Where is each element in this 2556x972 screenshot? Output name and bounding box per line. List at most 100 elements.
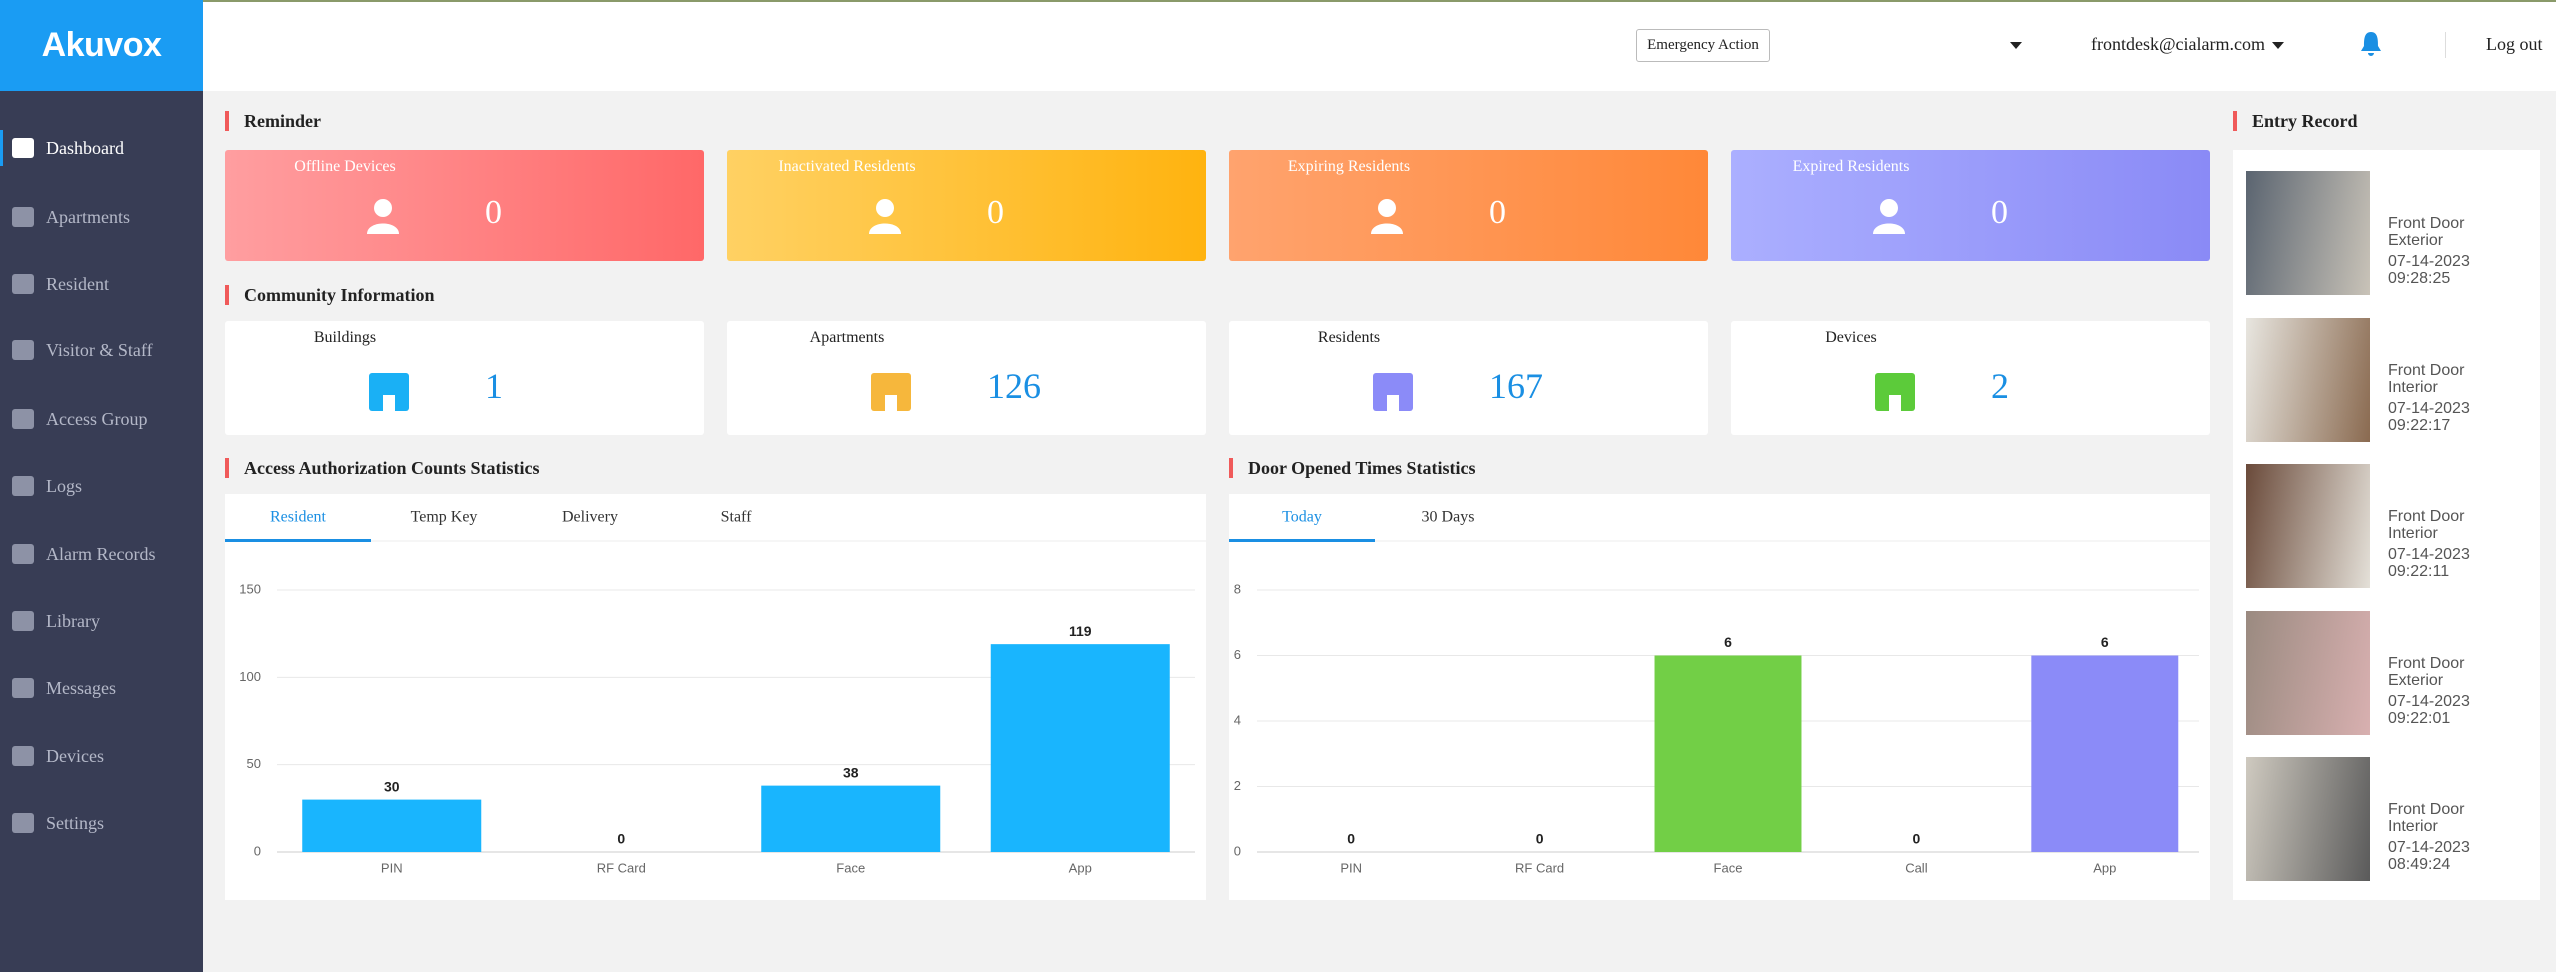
menu-icon [12,611,34,631]
logout[interactable]: Log out [2486,34,2543,54]
y-tick-label: 100 [239,669,261,684]
reminder-card: Inactivated Residents 0 [727,150,1206,261]
reminder-card: Expiring Residents 0 [1229,150,1708,261]
menu-label: Visitor & Staff [46,339,153,360]
menu-item[interactable]: Library [0,601,203,641]
icon-part [367,223,399,234]
menu-label: Resident [46,273,109,294]
y-tick-label: 0 [254,843,261,858]
entry-time: 08:49:24 [2388,856,2451,873]
entry-text: Front Door Interior 07-14-2023 08:49:24 [2388,801,2498,873]
tab-underline [225,539,371,542]
card-icon [369,373,409,411]
menu-label: Alarm Records [46,543,156,564]
menu-item[interactable]: Resident [0,264,203,304]
x-tick-label: Face [1714,860,1743,875]
icon-part [869,223,901,234]
data-label: 0 [1536,831,1544,847]
user-menu[interactable]: frontdesk@cialarm.com [2091,34,2266,54]
tab[interactable]: Delivery [562,509,618,526]
entry-panel: Front Door Exterior 07-14-2023 09:28:25 Fro… [2233,150,2540,900]
menu-item[interactable]: Access Group [0,399,203,439]
section-title: Community Information [225,285,435,305]
menu-item[interactable]: Logs [0,466,203,506]
entry-image [2246,610,2370,735]
entry-text: Front Door Interior 07-14-2023 09:22:11 [2388,508,2498,580]
menu-item[interactable]: Settings [0,803,203,843]
y-tick-label: 0 [1234,843,1241,858]
x-tick-label: PIN [1340,860,1362,875]
menu-item[interactable]: Devices [0,736,203,776]
entry-text: Front Door Exterior 07-14-2023 09:22:01 [2388,655,2498,727]
entry-time: 09:28:25 [2388,270,2451,287]
menu-label: Access Group [46,408,148,429]
entry[interactable]: Front Door Interior 07-14-2023 09:22:17 [2246,317,2536,442]
icon-part [374,199,392,217]
x-tick-label: App [2093,860,2116,875]
tab[interactable]: Today [1282,509,1322,526]
icon-part [1387,395,1399,411]
menu-label: Apartments [46,206,130,227]
menu-item[interactable]: Messages [0,668,203,708]
menu-icon [12,138,34,158]
section-title: Entry Record [2233,111,2357,131]
icon-part [871,373,911,411]
icon-part [369,373,409,411]
dropdown-caret[interactable] [2010,42,2022,49]
card-icon [367,199,399,234]
menu-item[interactable]: Visitor & Staff [0,330,203,370]
x-tick-label: Call [1905,860,1928,875]
entry[interactable]: Front Door Interior 07-14-2023 09:22:11 [2246,464,2536,588]
community-card: Buildings 1 [225,321,704,435]
entry-image [2246,317,2370,442]
entry-location: Front Door Exterior [2388,654,2465,689]
y-tick-label: 4 [1234,712,1241,727]
menu-item[interactable]: Dashboard [0,128,203,168]
data-label: 0 [617,831,625,847]
reminder-card: Expired Residents 0 [1731,150,2210,261]
icon-part [1378,199,1396,217]
entry-time: 09:22:01 [2388,709,2451,727]
tab[interactable]: Staff [721,509,752,526]
bar [2031,655,2179,852]
menu-icon [12,207,34,227]
icon-part [885,395,897,411]
chart: Resident Temp Key Delivery Staff 0 50 100 150 PI… [225,509,1206,875]
menu-icon [12,813,34,833]
entry-image [2246,171,2370,295]
x-tick-label: RF Card [1515,860,1564,875]
logo[interactable]: Akuvox [0,0,203,91]
card-value: 0 [987,194,1004,231]
bar [1654,655,1802,852]
tab[interactable]: 30 Days [1422,509,1475,526]
user-caret[interactable] [2272,42,2284,49]
card-value: 0 [485,194,502,231]
menu-item[interactable]: Alarm Records [0,534,203,574]
emergency-button[interactable]: Emergency Action [1636,29,1770,62]
card-label: Buildings [313,329,377,346]
entry[interactable]: Front Door Exterior 07-14-2023 09:28:25 [2246,171,2536,295]
card-icon [1875,373,1915,411]
entry[interactable]: Front Door Exterior 07-14-2023 09:22:01 [2246,610,2536,735]
entry-time: 09:22:17 [2388,416,2451,434]
entry-time: 09:22:11 [2388,563,2450,580]
tab-underline [1229,539,1375,542]
tab[interactable]: Temp Key [411,509,478,526]
chart-panel: Today 30 Days 0 2 4 6 8 PIN 0 RF Card 0 Face 6 Call 0 A… [1229,494,2210,900]
icon-part [1371,223,1403,234]
menu-label: Settings [46,812,105,833]
menu-item[interactable]: Apartments [0,197,203,237]
community-card: Apartments 126 [727,321,1206,435]
chart-panel: Resident Temp Key Delivery Staff 0 50 100 150 PI… [225,494,1206,900]
icon-part [1880,199,1898,217]
icon-part [1875,373,1915,411]
entry[interactable]: Front Door Interior 07-14-2023 08:49:24 [2246,757,2536,881]
tab[interactable]: Resident [270,509,327,526]
card-value: 0 [1489,194,1506,231]
bell-icon[interactable] [2360,30,2382,58]
icon-part [876,199,894,217]
data-label: 6 [2101,634,2109,650]
entry-date: 07-14-2023 [2388,839,2470,856]
entry-location: Front Door Interior [2388,801,2465,835]
